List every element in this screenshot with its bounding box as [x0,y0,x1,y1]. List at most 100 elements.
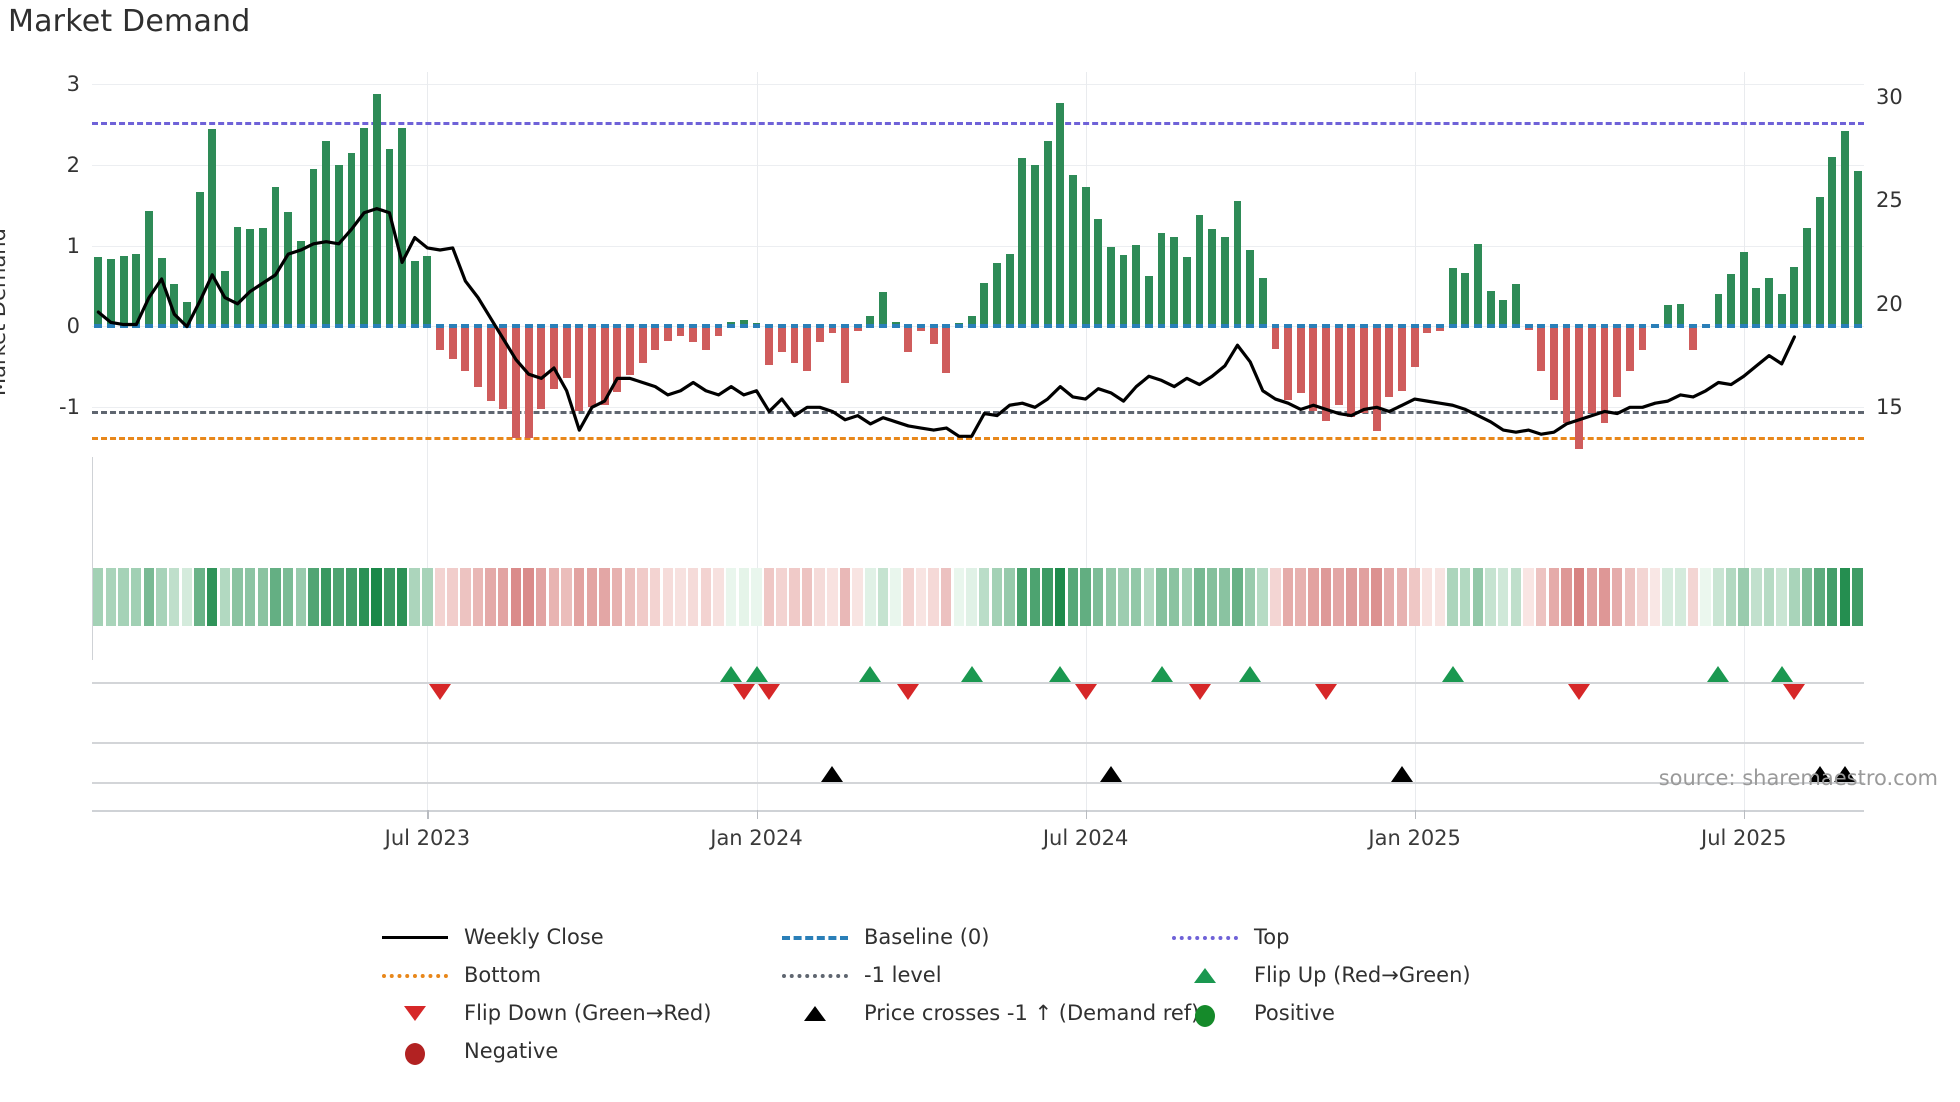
heatmap-cell [460,568,471,626]
heatmap-cell [1447,568,1458,626]
baseline-marker [1043,324,1052,329]
legend-item[interactable]: Positive [1170,994,1335,1032]
baseline-marker [1549,324,1558,329]
heatmap-cell [232,568,243,626]
right-axis-tick-label: 20 [1876,291,1903,316]
heatmap-cell [472,568,484,626]
heatmap-cell [903,568,914,626]
heatmap-cell [93,568,104,626]
baseline-marker [1448,324,1457,329]
legend-label: Top [1254,925,1290,949]
heatmap-cell [1004,568,1015,626]
demand-bar [1296,326,1305,394]
heatmap-cell [1751,568,1762,626]
baseline-marker [701,324,710,329]
heatmap-cell [1459,568,1471,626]
x-axis-tick-mark [756,810,758,819]
gridline [92,406,1864,408]
demand-bar [701,326,710,351]
demand-bar [942,326,951,374]
baseline-marker [1752,324,1761,329]
legend-item[interactable]: Weekly Close [380,918,604,956]
heatmap-cell [1206,568,1218,626]
heatmap-cell [1244,568,1256,626]
baseline-marker [1803,324,1811,329]
demand-bar [499,326,508,409]
legend-key [1170,964,1240,986]
demand-bar [1600,326,1609,424]
demand-bar [1739,251,1748,327]
demand-bars [92,72,1864,457]
legend-item[interactable]: Bottom [380,956,541,994]
baseline-marker [398,324,407,329]
baseline-marker [815,324,824,329]
demand-bar [891,322,900,327]
demand-bar [1689,326,1698,351]
baseline-marker [372,324,381,329]
heatmap-cell [1586,568,1597,626]
heatmap-cell [966,568,977,626]
heatmap-cell [865,568,876,626]
baseline-marker [663,324,672,329]
legend-item[interactable]: Top [1170,918,1289,956]
demand-bar [1815,197,1824,327]
legend-item[interactable]: -1 level [780,956,942,994]
heatmap-cell [1776,568,1787,626]
legend-item[interactable]: Flip Down (Green→Red) [380,994,711,1032]
demand-bar [1765,277,1773,327]
heatmap-cell [1649,568,1661,626]
legend-item[interactable]: Flip Up (Red→Green) [1170,956,1471,994]
demand-bar [1448,268,1457,327]
baseline-marker [512,324,520,329]
baseline-marker [1613,324,1622,329]
demand-heatmap-strip [92,568,1864,626]
demand-bar [1220,236,1229,327]
demand-bar [1031,164,1039,327]
baseline-marker [790,324,799,329]
demand-bar [347,152,356,327]
demand-bar [904,326,913,353]
demand-bar [828,326,837,333]
heatmap-cell [168,568,180,626]
demand-bar [1182,256,1191,327]
flip-down-marker-icon [429,684,452,700]
baseline-marker [1663,324,1672,329]
baseline-marker [550,324,558,329]
legend-item[interactable]: Negative [380,1032,558,1070]
heatmap-cell [1485,568,1496,626]
baseline-marker [423,324,432,329]
legend-item[interactable]: Baseline (0) [780,918,989,956]
minus-one-reference-line [92,410,1864,414]
legend-label: -1 level [864,963,942,987]
heatmap-cell [725,568,737,626]
legend-item[interactable]: Price crosses -1 ↑ (Demand ref) [780,994,1199,1032]
baseline-marker [1739,324,1748,329]
baseline-marker [524,324,533,329]
heatmap-cell [1232,568,1243,626]
heatmap-cell [1763,568,1775,626]
baseline-marker [1258,324,1267,329]
baseline-marker [1322,324,1330,329]
baseline-marker [1182,324,1191,329]
heatmap-cell [1700,568,1711,626]
demand-bar [1233,201,1242,327]
heatmap-cell [1371,568,1382,626]
demand-bar [550,326,558,390]
heatmap-cell [396,568,408,626]
legend-key [380,964,450,986]
demand-bar [1790,266,1799,327]
baseline-marker [917,324,925,329]
baseline-marker [1081,324,1090,329]
demand-bar [448,326,457,359]
heatmap-cell [1118,568,1129,626]
heatmap-cell [1725,568,1737,626]
triangle-up-icon [1194,968,1216,983]
baseline-marker [714,324,723,329]
demand-bar [727,322,736,327]
demand-bar [993,263,1001,327]
baseline-marker [1170,324,1179,329]
demand-bar [1208,228,1217,327]
flip-up-marker-icon [1707,666,1730,682]
baseline-marker [1474,324,1482,329]
demand-bar [1562,326,1571,424]
